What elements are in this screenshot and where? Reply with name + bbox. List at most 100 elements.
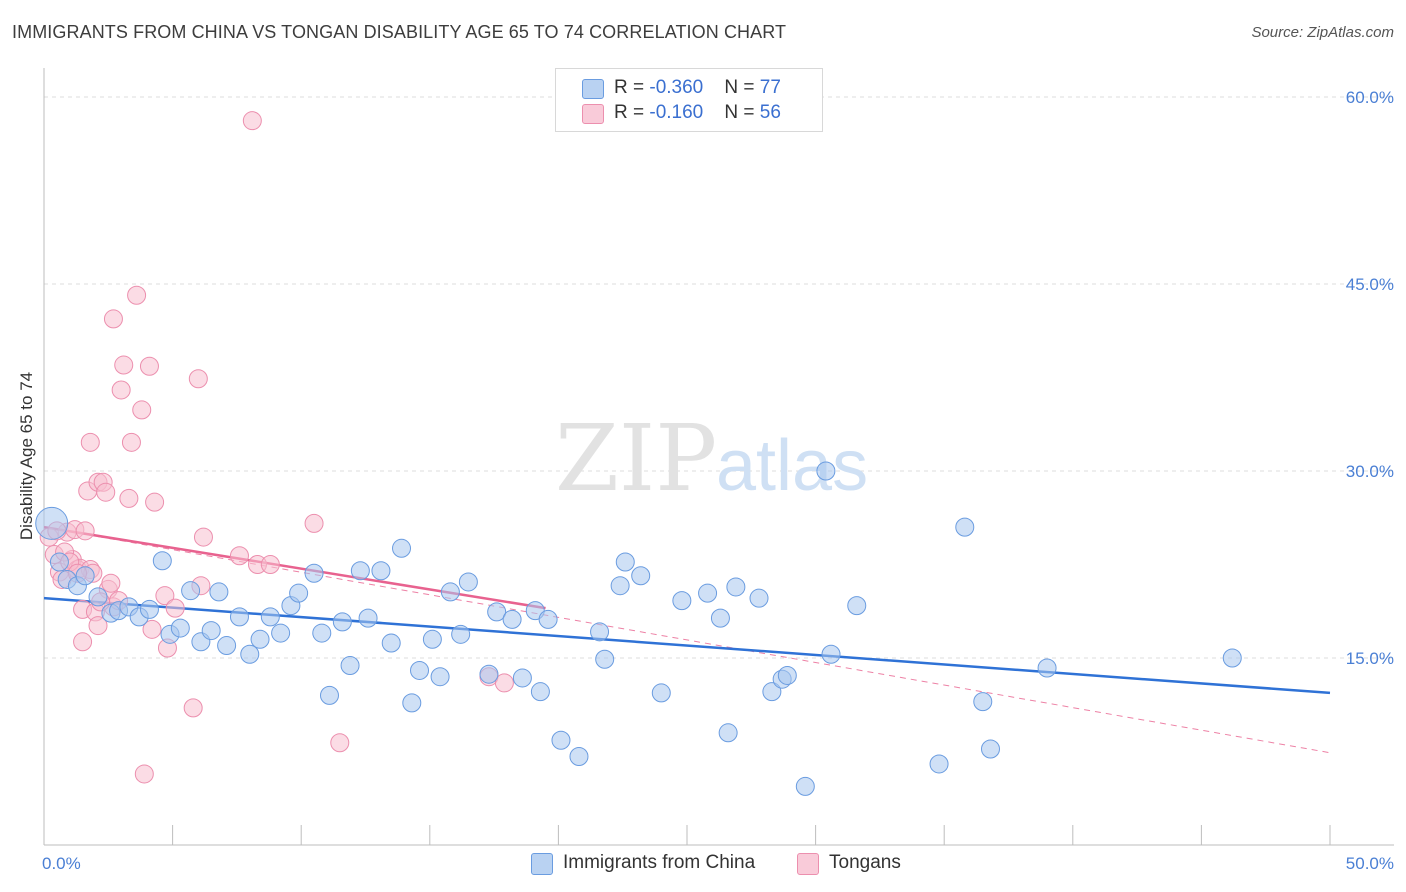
china-legend-label: Immigrants from China xyxy=(563,852,756,873)
china-point xyxy=(392,538,412,558)
china-point xyxy=(451,624,471,644)
china-point xyxy=(777,665,797,685)
tongan-point xyxy=(183,698,203,718)
china-point xyxy=(410,660,430,680)
china-point xyxy=(152,551,172,571)
grid-lines xyxy=(44,96,1394,659)
tongan-point xyxy=(142,619,162,639)
china-point xyxy=(358,608,378,628)
tick-labels: 15.0% 30.0% 45.0% 60.0% 0.0% 50.0% xyxy=(42,88,1394,873)
china-point xyxy=(35,506,69,540)
china-point xyxy=(422,629,442,649)
china-point xyxy=(955,517,975,537)
tongan-point xyxy=(193,527,213,547)
china-point xyxy=(217,636,237,656)
tongan-point xyxy=(127,285,147,305)
y-tick-label: 15.0% xyxy=(1346,649,1394,668)
watermark: ZIP atlas xyxy=(555,405,868,512)
china-point xyxy=(340,655,360,675)
chart-title: IMMIGRANTS FROM CHINA VS TONGAN DISABILI… xyxy=(12,22,787,42)
china-point xyxy=(271,623,291,643)
china-point xyxy=(458,572,478,592)
china-point xyxy=(816,461,836,481)
china-point xyxy=(250,629,270,649)
y-axis-label: Disability Age 65 to 74 xyxy=(17,372,36,540)
china-point xyxy=(651,683,671,703)
tongan-point xyxy=(155,586,175,606)
legend-r-label: R = xyxy=(614,102,650,123)
china-point xyxy=(487,602,507,622)
tongan-point xyxy=(96,482,116,502)
china-point xyxy=(289,583,309,603)
china-point xyxy=(929,754,949,774)
china-point xyxy=(440,582,460,602)
china-legend-swatch xyxy=(531,853,553,875)
china-point xyxy=(312,623,332,643)
china-point xyxy=(181,581,201,601)
china-point xyxy=(49,552,69,572)
tongan-point xyxy=(494,673,514,693)
legend-r-value: -0.360 xyxy=(649,77,704,98)
y-tick-label: 30.0% xyxy=(1346,462,1394,481)
tongan-point xyxy=(229,546,249,566)
china-point xyxy=(229,607,249,627)
china-point xyxy=(726,577,746,597)
trend-lines xyxy=(43,525,1331,754)
tongan-point xyxy=(134,764,154,784)
china-point xyxy=(749,588,769,608)
x-tick-label: 0.0% xyxy=(42,854,81,873)
legend-n-label: N = xyxy=(724,102,760,123)
tongan-point xyxy=(145,492,165,512)
china-point xyxy=(762,682,782,702)
china-point xyxy=(88,587,108,607)
tongan-point xyxy=(119,488,139,508)
tongan-point xyxy=(242,111,262,131)
tongan-point xyxy=(330,733,350,753)
correlation-legend: R = -0.360 N = 77 R = -0.160 N = 56 xyxy=(555,68,823,132)
china-point xyxy=(201,621,221,641)
tongan-point xyxy=(188,369,208,389)
legend-n-label: N = xyxy=(724,77,760,98)
legend-r-value: -0.160 xyxy=(649,102,704,123)
tongan-legend-label: Tongans xyxy=(829,852,901,873)
china-point xyxy=(698,583,718,603)
china-point xyxy=(615,552,635,572)
tongan-point xyxy=(80,432,100,452)
china-point xyxy=(209,582,229,602)
axes xyxy=(43,68,1394,846)
china-point xyxy=(1222,648,1242,668)
china-point xyxy=(631,566,651,586)
tongan-swatch xyxy=(582,104,604,124)
tongan-point xyxy=(103,309,123,329)
china-point xyxy=(170,618,190,638)
china-point xyxy=(569,746,589,766)
china-point xyxy=(332,612,352,632)
china-point xyxy=(139,599,159,619)
china-point xyxy=(530,682,550,702)
china-point xyxy=(672,591,692,611)
china-point xyxy=(479,664,499,684)
china-point xyxy=(371,561,391,581)
tongan-point xyxy=(111,380,131,400)
tongan-point xyxy=(101,573,121,593)
legend-n-value: 56 xyxy=(759,102,781,123)
china-point xyxy=(240,644,260,664)
china-point xyxy=(821,644,841,664)
china-trend-line xyxy=(43,596,1331,695)
tongan-legend-swatch xyxy=(797,853,819,875)
china-swatch xyxy=(582,79,604,99)
x-tick-label: 50.0% xyxy=(1346,854,1394,873)
china-point xyxy=(512,668,532,688)
china-point xyxy=(502,609,522,629)
china-point xyxy=(350,561,370,581)
legend-r-label: R = xyxy=(614,77,650,98)
china-point xyxy=(710,608,730,628)
tongan-point xyxy=(260,555,280,574)
china-point xyxy=(551,730,571,750)
y-tick-label: 60.0% xyxy=(1346,88,1394,107)
tongan-point xyxy=(73,632,93,652)
china-point xyxy=(319,685,339,705)
tongan-point xyxy=(75,521,95,541)
tongan-point xyxy=(114,355,134,375)
china-point xyxy=(538,609,558,629)
